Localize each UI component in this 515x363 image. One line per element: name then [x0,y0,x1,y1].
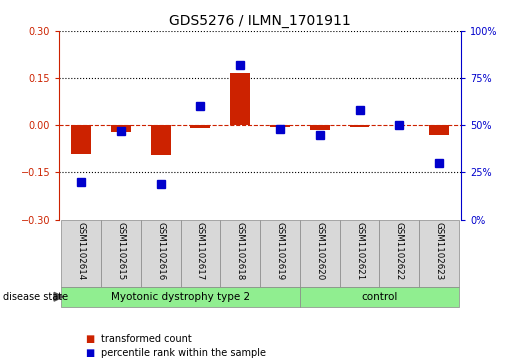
Bar [270,125,290,127]
Text: ■: ■ [85,334,94,344]
Text: GSM1102618: GSM1102618 [236,222,245,280]
Text: Myotonic dystrophy type 2: Myotonic dystrophy type 2 [111,292,250,302]
Text: GSM1102623: GSM1102623 [435,222,443,280]
Text: control: control [361,292,398,302]
Text: GSM1102621: GSM1102621 [355,222,364,280]
Text: transformed count: transformed count [101,334,192,344]
Text: ■: ■ [85,348,94,358]
Text: GSM1102616: GSM1102616 [156,222,165,280]
Bar [310,125,330,130]
Bar [141,220,181,287]
Bar [61,287,300,307]
Bar [111,125,131,131]
Bar [101,220,141,287]
Bar [300,220,339,287]
Bar [419,220,459,287]
Text: disease state: disease state [3,292,67,302]
Bar [339,220,380,287]
Bar [181,220,220,287]
Bar [429,125,449,135]
Bar [151,125,170,155]
Text: GSM1102622: GSM1102622 [395,222,404,280]
Text: percentile rank within the sample: percentile rank within the sample [101,348,266,358]
Bar [380,220,419,287]
Text: GSM1102617: GSM1102617 [196,222,205,280]
Bar [220,220,260,287]
Bar [230,73,250,125]
Bar [260,220,300,287]
Text: GSM1102615: GSM1102615 [116,222,125,280]
Bar [71,125,91,154]
Bar [61,220,101,287]
Text: GSM1102620: GSM1102620 [315,222,324,280]
Bar [191,125,210,129]
Bar [350,125,369,127]
Bar [300,287,459,307]
Text: GSM1102614: GSM1102614 [77,222,85,280]
Text: GSM1102619: GSM1102619 [276,222,284,280]
Polygon shape [54,293,63,301]
Title: GDS5276 / ILMN_1701911: GDS5276 / ILMN_1701911 [169,15,351,28]
